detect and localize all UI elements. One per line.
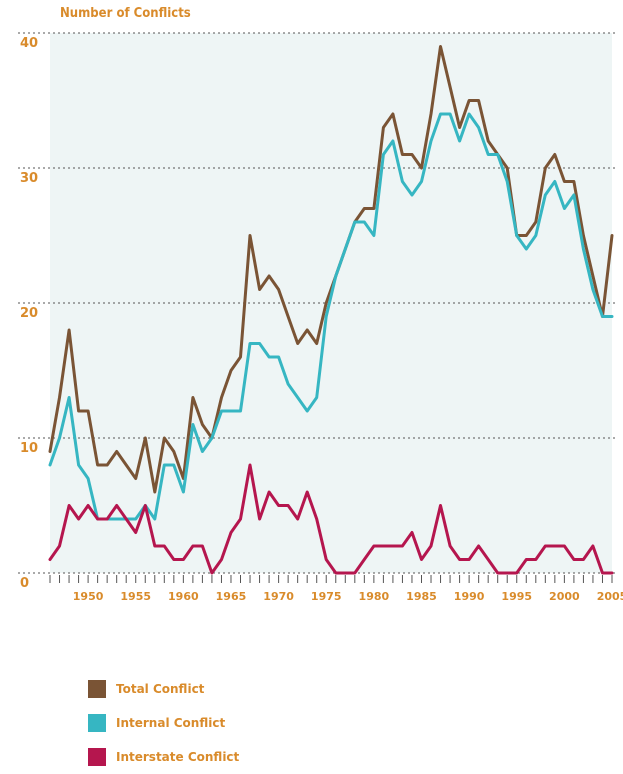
x-tick-label: 1955 [120, 590, 151, 603]
y-tick-label: 40 [20, 36, 38, 51]
y-axis-title: Number of Conflicts [60, 6, 191, 21]
x-tick-label: 1990 [454, 590, 485, 603]
y-tick-label: 10 [20, 441, 38, 456]
x-tick-label: 1985 [406, 590, 437, 603]
x-tick-label: 1950 [73, 590, 104, 603]
legend-label: Interstate Conflict [116, 750, 240, 764]
y-tick-label: 0 [20, 576, 29, 591]
legend-item: Interstate Conflict [88, 740, 239, 774]
series-line-interstate-conflict [48, 463, 614, 575]
legend-swatch [88, 680, 106, 698]
x-tick-label: 2005 [597, 590, 623, 603]
legend-label: Internal Conflict [116, 716, 226, 730]
y-tick-label: 30 [20, 171, 38, 186]
x-tick-label: 2000 [549, 590, 580, 603]
legend: Total Conflict Internal Conflict Interstat… [88, 672, 239, 774]
series-lines [48, 45, 614, 575]
legend-swatch [88, 714, 106, 732]
x-axis: 1950 1955 1960 1965 1970 1975 1980 1985 1990 1995… [49, 575, 623, 603]
legend-item: Total Conflict [88, 672, 239, 706]
x-tick-label: 1975 [311, 590, 342, 603]
y-tick-label: 20 [20, 306, 38, 321]
x-tick-label: 1965 [216, 590, 247, 603]
x-tick-label: 1995 [501, 590, 532, 603]
legend-swatch [88, 748, 106, 766]
x-tick-label: 1960 [168, 590, 199, 603]
legend-label: Total Conflict [116, 682, 205, 696]
legend-item: Internal Conflict [88, 706, 239, 740]
x-tick-label: 1980 [359, 590, 390, 603]
x-tick-label: 1970 [263, 590, 294, 603]
y-axis: 0 10 20 30 40 [20, 36, 38, 591]
